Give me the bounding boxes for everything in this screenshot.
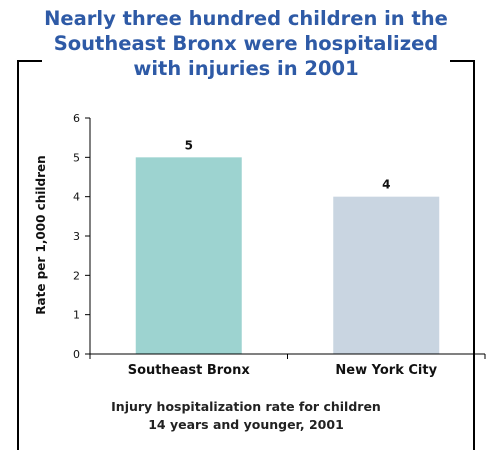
chart-title-line-1: Nearly three hundred children in the bbox=[44, 7, 448, 30]
y-axis-label: Rate per 1,000 children bbox=[34, 155, 48, 314]
data-label: 5 bbox=[185, 138, 193, 152]
x-tick-label: Southeast Bronx bbox=[128, 363, 251, 378]
chart-title: Nearly three hundred children in the Sou… bbox=[0, 6, 492, 81]
y-tick-label: 5 bbox=[73, 151, 80, 164]
data-label: 4 bbox=[382, 178, 390, 192]
y-tick-label: 3 bbox=[73, 230, 80, 243]
y-tick-label: 6 bbox=[73, 112, 80, 125]
bars-group: 54 bbox=[135, 138, 440, 354]
y-tick-label: 2 bbox=[73, 269, 80, 282]
caption-line-1: Injury hospitalization rate for children bbox=[111, 399, 381, 414]
x-tick-label: New York City bbox=[335, 363, 437, 378]
axes-group: Southeast Bronx New York City 0 1 2 3 4 5 6 bbox=[73, 112, 486, 378]
y-tick-label: 1 bbox=[73, 309, 80, 322]
bar-southeast-bronx bbox=[135, 157, 242, 354]
caption-line-2: 14 years and younger, 2001 bbox=[148, 417, 344, 432]
y-tick-label: 0 bbox=[73, 348, 80, 361]
chart-title-line-2: Southeast Bronx were hospitalized bbox=[53, 32, 439, 55]
chart-caption: Injury hospitalization rate for children… bbox=[0, 398, 492, 434]
chart-frame bbox=[17, 60, 475, 450]
y-tick-label: 4 bbox=[73, 191, 80, 204]
chart-title-line-3: with injuries in 2001 bbox=[133, 57, 359, 80]
bar-new-york-city bbox=[333, 196, 440, 354]
